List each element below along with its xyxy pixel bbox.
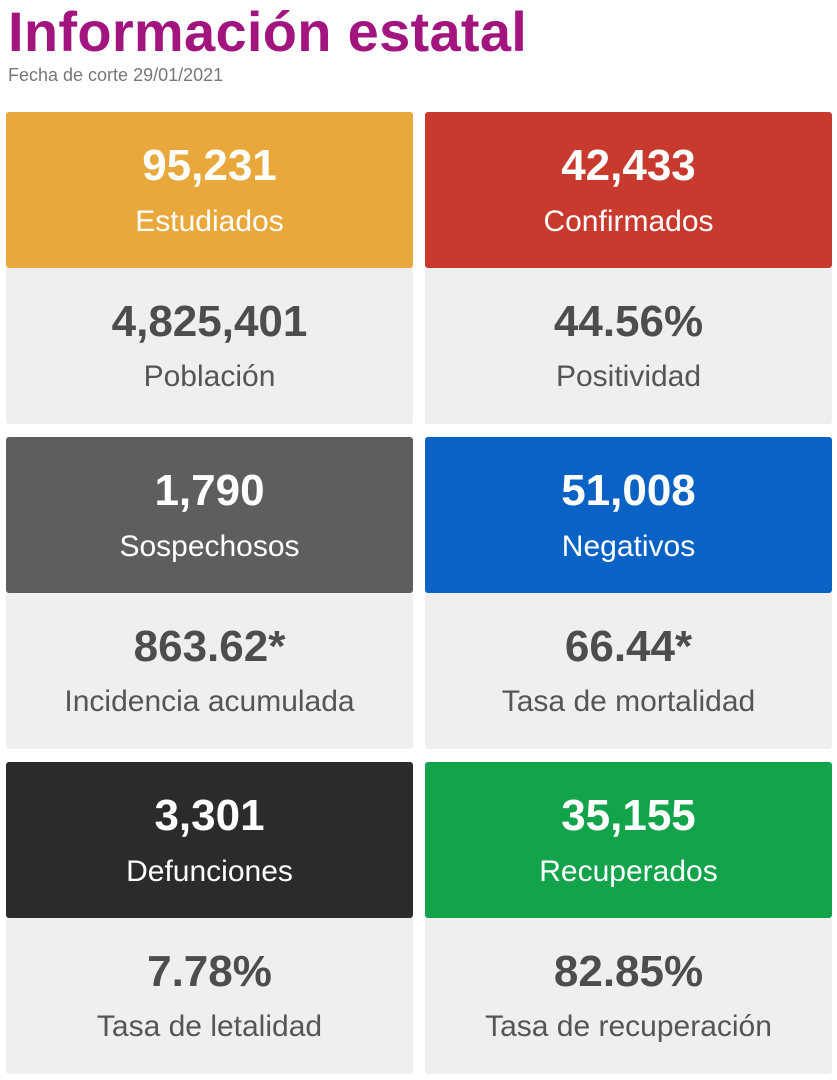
stat-value: 95,231	[142, 141, 277, 190]
stat-value: 42,433	[561, 141, 696, 190]
stat-label: Tasa de mortalidad	[501, 685, 756, 718]
stat-label: Población	[143, 360, 276, 393]
page-title: Información estatal	[8, 0, 528, 63]
stat-panel-sospechosos: 1,790 Sospechosos	[6, 437, 413, 593]
stat-label: Defunciones	[126, 855, 293, 888]
stat-label: Positividad	[555, 360, 702, 393]
stat-panel-defunciones: 3,301 Defunciones	[6, 762, 413, 918]
stat-value: 4,825,401	[111, 297, 308, 346]
stat-value: 44.56%	[553, 297, 704, 346]
card-sospechosos: 1,790 Sospechosos 863.62* Incidencia acu…	[6, 437, 413, 749]
card-confirmados: 42,433 Confirmados 44.56% Positividad	[425, 112, 832, 424]
stat-label: Tasa de letalidad	[96, 1010, 323, 1043]
page-header: Información estatal Fecha de corte 29/01…	[6, 0, 836, 100]
stat-panel-estudiados: 95,231 Estudiados	[6, 112, 413, 268]
stat-panel-incidencia: 863.62* Incidencia acumulada	[6, 593, 413, 749]
stat-panel-negativos: 51,008 Negativos	[425, 437, 832, 593]
stat-panel-mortalidad: 66.44* Tasa de mortalidad	[425, 593, 832, 749]
stat-label: Tasa de recuperación	[485, 1010, 772, 1043]
card-negativos: 51,008 Negativos 66.44* Tasa de mortalid…	[425, 437, 832, 749]
stat-value: 51,008	[561, 466, 696, 515]
stat-value: 66.44*	[564, 622, 693, 671]
stat-label: Incidencia acumulada	[64, 685, 355, 718]
stat-value: 7.78%	[147, 947, 272, 996]
stat-label: Confirmados	[543, 205, 714, 238]
stat-value: 3,301	[154, 791, 265, 840]
stat-label: Negativos	[561, 530, 696, 563]
card-estudiados: 95,231 Estudiados 4,825,401 Población	[6, 112, 413, 424]
stat-panel-confirmados: 42,433 Confirmados	[425, 112, 832, 268]
stat-value: 1,790	[154, 466, 265, 515]
stat-panel-recuperacion: 82.85% Tasa de recuperación	[425, 918, 832, 1074]
card-recuperados: 35,155 Recuperados 82.85% Tasa de recupe…	[425, 762, 832, 1074]
stat-label: Sospechosos	[119, 530, 300, 563]
stat-panel-recuperados: 35,155 Recuperados	[425, 762, 832, 918]
stat-value: 82.85%	[553, 947, 704, 996]
cutoff-date: Fecha de corte 29/01/2021	[8, 65, 224, 85]
stat-panel-poblacion: 4,825,401 Población	[6, 268, 413, 424]
stat-value: 35,155	[561, 791, 696, 840]
stat-panel-letalidad: 7.78% Tasa de letalidad	[6, 918, 413, 1074]
stat-panel-positividad: 44.56% Positividad	[425, 268, 832, 424]
stat-label: Recuperados	[539, 855, 718, 888]
stat-label: Estudiados	[135, 205, 284, 238]
card-defunciones: 3,301 Defunciones 7.78% Tasa de letalida…	[6, 762, 413, 1074]
stat-value: 863.62*	[133, 622, 286, 671]
